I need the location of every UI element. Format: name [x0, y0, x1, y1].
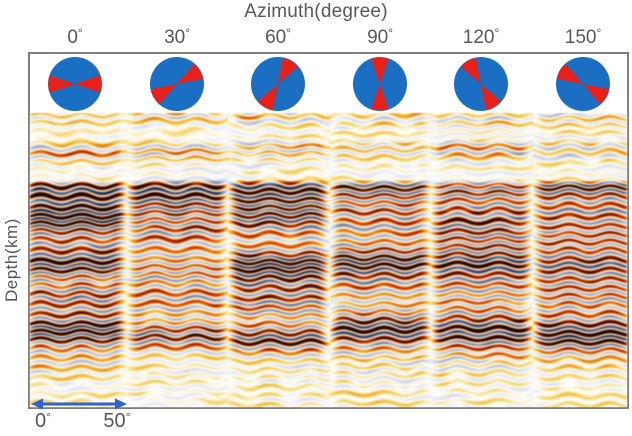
beachball-wedge: [460, 57, 481, 84]
azimuth-tick-label: 30°: [164, 27, 190, 48]
beachball-icon: [454, 57, 508, 111]
scale-end-label: 50°: [103, 410, 130, 433]
azimuth-tick-label: 60°: [265, 27, 291, 48]
degree-symbol: °: [388, 27, 393, 41]
arrow-right-head-icon: [115, 398, 127, 410]
arrow-left-head-icon: [31, 398, 43, 410]
scale-bar-labels: 0° 50°: [0, 410, 632, 436]
beachball-icon: [353, 57, 407, 111]
beachball-wedge: [257, 84, 278, 111]
beachball-wedge: [278, 57, 299, 84]
degree-symbol: °: [596, 27, 602, 41]
degree-symbol: °: [286, 27, 291, 41]
beachball-wedge: [371, 57, 389, 84]
scale-start-value: 0: [34, 410, 47, 432]
beachball-wedge: [371, 84, 389, 111]
chart-title: Azimuth(degree): [244, 1, 388, 22]
beachball-wedge: [583, 84, 610, 105]
beachball-wedge: [75, 75, 102, 93]
angle-scale-arrow: [31, 398, 127, 410]
azimuth-tick-label: 0°: [67, 27, 83, 48]
beachball-icon: [48, 57, 102, 111]
azimuth-tick-label: 150°: [564, 27, 602, 48]
beachball-wedge: [556, 63, 583, 84]
degree-symbol: °: [125, 409, 131, 424]
plot-panel: [28, 52, 629, 410]
azimuth-tick-label: 120°: [462, 27, 500, 48]
degree-symbol: °: [46, 409, 52, 424]
seismic-section-canvas: [30, 113, 627, 407]
scale-end-value: 50: [103, 410, 126, 432]
degree-symbol: °: [77, 27, 83, 41]
beachball-wedge: [48, 75, 75, 93]
beachball-wedge: [150, 84, 177, 105]
beachball-icon: [150, 57, 204, 111]
beachball-icon: [556, 57, 610, 111]
y-axis-label: Depth(km): [2, 218, 21, 302]
azimuth-tick-label: 90°: [367, 27, 393, 48]
beachball-wedge: [481, 84, 502, 111]
beachball-wedge: [177, 63, 204, 84]
degree-symbol: °: [185, 27, 190, 41]
beachball-icon: [251, 57, 305, 111]
azimuth-tick-row: 0° 30° 60° 90° 120° 150°: [0, 27, 632, 52]
scale-start-label: 0°: [35, 410, 51, 433]
degree-symbol: °: [494, 27, 500, 41]
